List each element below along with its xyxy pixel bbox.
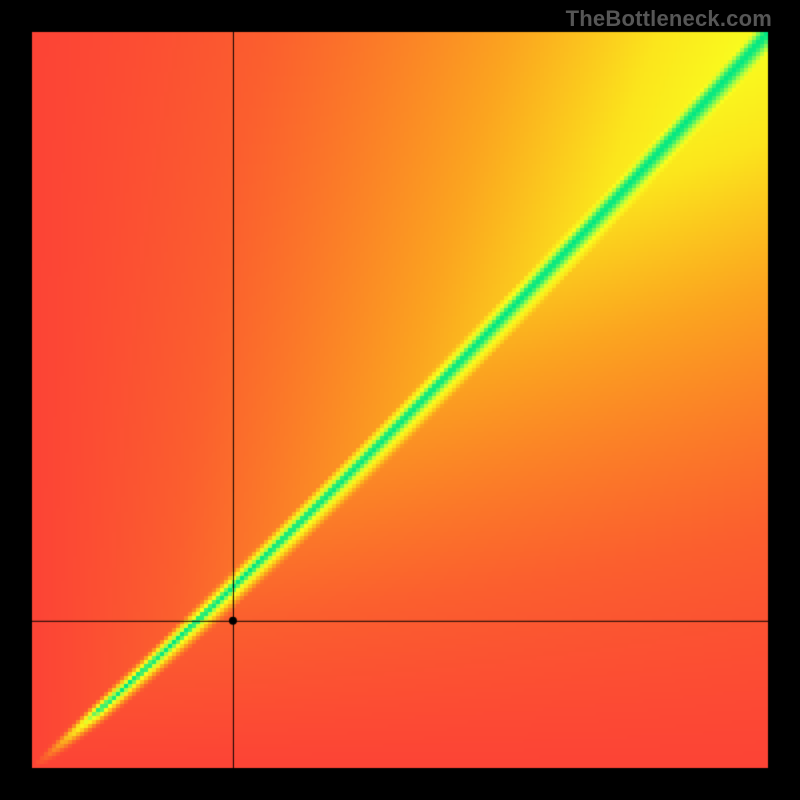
watermark-text: TheBottleneck.com	[566, 6, 772, 32]
bottleneck-heatmap	[0, 0, 800, 800]
